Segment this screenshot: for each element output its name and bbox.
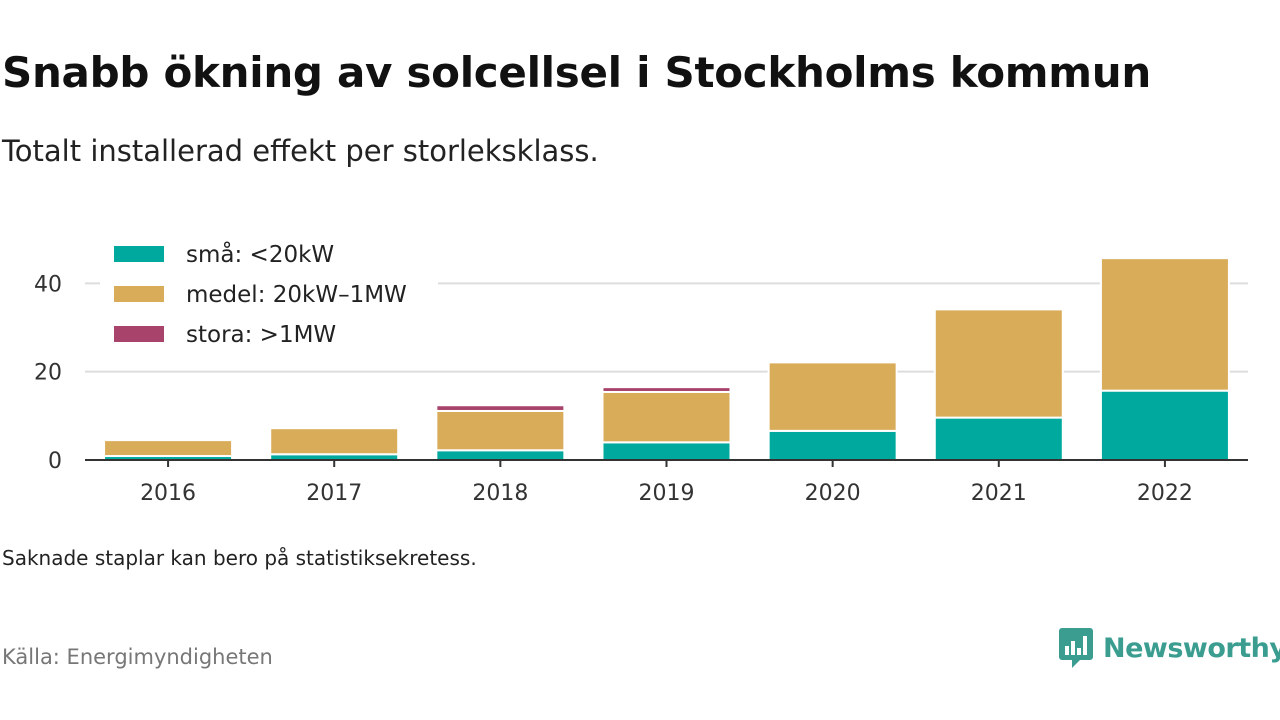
bar-segment <box>601 441 732 461</box>
bar-segment <box>767 429 898 462</box>
bar-segment <box>435 449 566 462</box>
footnote: Saknade staplar kan bero på statistiksek… <box>2 546 477 570</box>
y-tick-label: 40 <box>34 272 62 297</box>
legend-label: medel: 20kW–1MW <box>186 282 407 308</box>
bar-segment <box>435 404 566 412</box>
y-axis-ticks: 0 20 40 <box>34 272 62 474</box>
x-tick-label: 2021 <box>971 481 1027 506</box>
brand-name: Newsworthy <box>1103 632 1280 664</box>
x-axis: 2016 2017 2018 2019 2020 2021 2022 <box>85 459 1248 506</box>
brand-logo: Newsworthy <box>1058 626 1280 670</box>
legend-swatch <box>114 246 164 262</box>
source-credit: Källa: Energimyndigheten <box>2 645 273 669</box>
newsworthy-logo-icon <box>1059 628 1093 668</box>
bar-segment <box>1099 389 1230 462</box>
bars <box>103 257 1230 462</box>
chart-title: Snabb ökning av solcellsel i Stockholms … <box>2 48 1151 97</box>
bar-segment <box>269 427 400 456</box>
x-tick-label: 2022 <box>1137 481 1193 506</box>
legend: små: <20kW medel: 20kW–1MW stora: >1MW <box>100 232 438 360</box>
bar-segment <box>933 308 1064 419</box>
bar-segment <box>1099 257 1230 392</box>
stacked-bar-chart: 0 20 40 2016 2017 2018 2019 2020 2021 2022 små: … <box>34 232 1248 506</box>
y-tick-label: 0 <box>48 449 62 474</box>
bar-segment <box>103 439 234 458</box>
y-tick-label: 20 <box>34 361 62 386</box>
legend-label: stora: >1MW <box>186 322 336 348</box>
x-tick-label: 2017 <box>306 481 362 506</box>
bar-segment <box>601 390 732 444</box>
x-tick-label: 2016 <box>140 481 196 506</box>
bar-segment <box>933 416 1064 462</box>
bar-segment <box>435 409 566 452</box>
chart-subtitle: Totalt installerad effekt per storlekskl… <box>2 134 599 168</box>
bar-segment <box>767 361 898 432</box>
bar-segment <box>601 386 732 393</box>
x-tick-label: 2019 <box>639 481 695 506</box>
legend-swatch <box>114 286 164 302</box>
x-tick-label: 2020 <box>805 481 861 506</box>
legend-label: små: <20kW <box>186 240 334 268</box>
legend-swatch <box>114 326 164 342</box>
x-tick-label: 2018 <box>472 481 528 506</box>
